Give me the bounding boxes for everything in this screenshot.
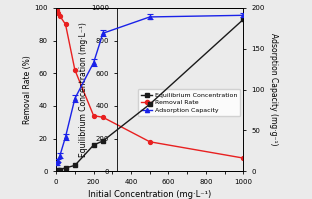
Y-axis label: Adsorption Capacity (mg·g⁻¹): Adsorption Capacity (mg·g⁻¹) <box>269 33 278 146</box>
Y-axis label: Removal Rate (%): Removal Rate (%) <box>22 55 32 124</box>
X-axis label: Initial Concentration (mg·L⁻¹): Initial Concentration (mg·L⁻¹) <box>88 190 212 199</box>
Legend: Equilibrium Concentration, Removal Rate, Adsorption Capacity: Equilibrium Concentration, Removal Rate,… <box>138 89 240 116</box>
Y-axis label: Equilibrium Concentration (mg·L⁻¹): Equilibrium Concentration (mg·L⁻¹) <box>79 22 88 157</box>
